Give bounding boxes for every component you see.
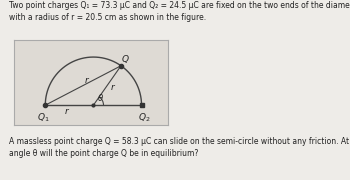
Text: $\theta$: $\theta$	[97, 92, 104, 103]
Text: $Q$: $Q$	[121, 53, 130, 65]
Text: $r$: $r$	[64, 106, 70, 116]
Text: A massless point charge Q = 58.3 µC can slide on the semi-circle without any fri: A massless point charge Q = 58.3 µC can …	[9, 137, 350, 158]
Text: $r$: $r$	[84, 75, 90, 85]
Text: Two point charges Q₁ = 73.3 µC and Q₂ = 24.5 µC are fixed on the two ends of the: Two point charges Q₁ = 73.3 µC and Q₂ = …	[9, 1, 350, 22]
Text: $Q_1$: $Q_1$	[37, 112, 49, 124]
Text: $Q_2$: $Q_2$	[138, 112, 150, 124]
Text: $r$: $r$	[110, 82, 116, 92]
